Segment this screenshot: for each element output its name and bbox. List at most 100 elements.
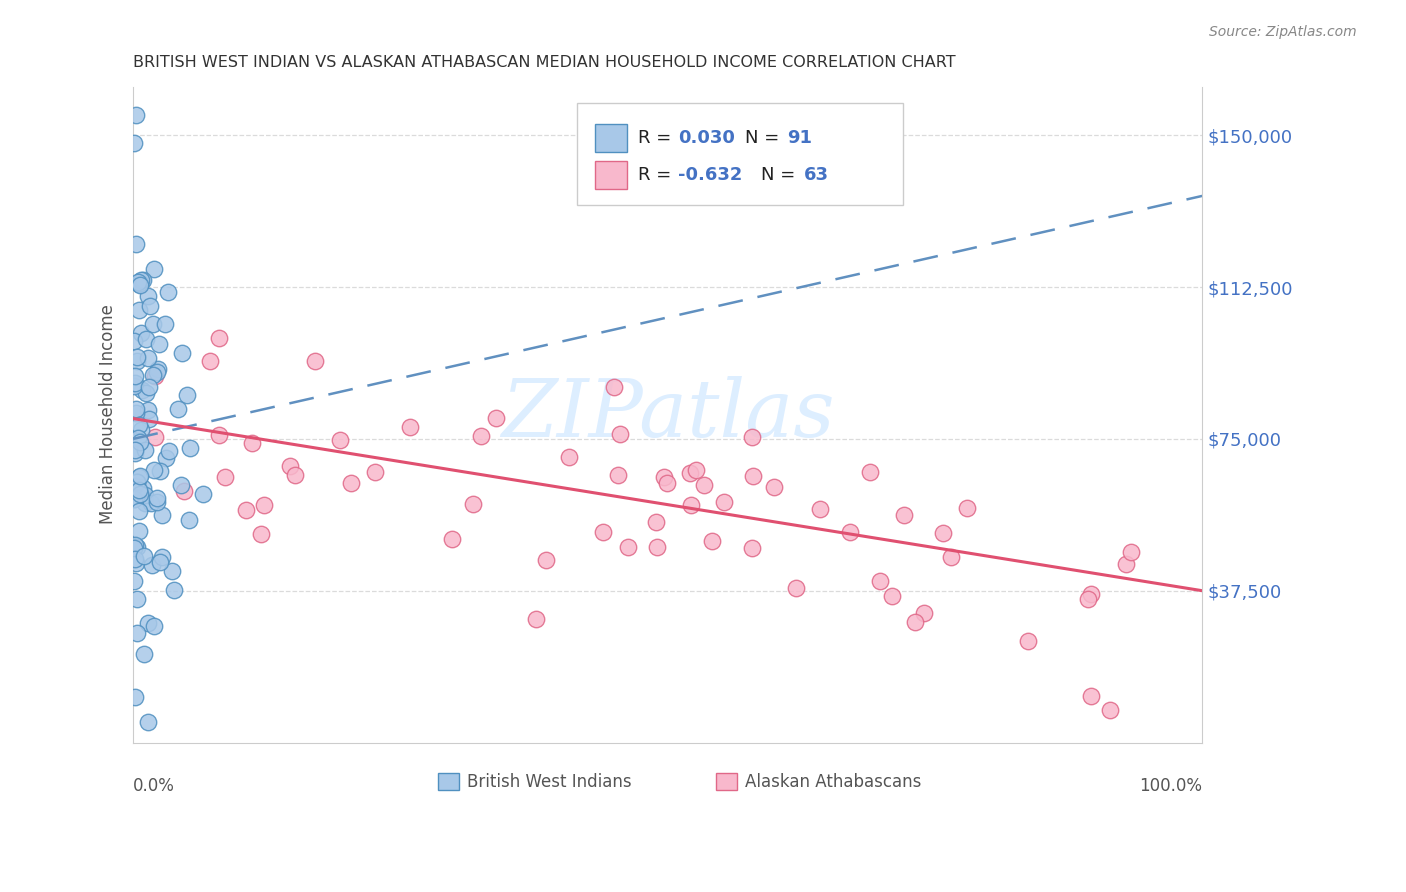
Point: [127, 625, 149, 640]
Text: Source: ZipAtlas.com: Source: ZipAtlas.com: [1209, 25, 1357, 39]
Point: [131, 273, 153, 287]
Point: [692, 477, 714, 491]
Point: [329, 433, 352, 447]
Point: [141, 558, 163, 573]
Text: 100.0%: 100.0%: [1139, 777, 1202, 795]
Point: [198, 354, 221, 368]
Point: [125, 592, 148, 607]
Point: [136, 402, 159, 417]
Point: [148, 337, 170, 351]
Point: [128, 417, 150, 432]
Point: [122, 379, 145, 393]
Point: [1080, 689, 1102, 703]
Point: [191, 487, 214, 501]
Point: [131, 383, 153, 397]
Point: [127, 275, 149, 289]
Point: [1080, 587, 1102, 601]
Point: [125, 475, 148, 490]
Text: 63: 63: [803, 166, 828, 184]
Point: [956, 500, 979, 515]
Point: [700, 533, 723, 548]
Point: [128, 504, 150, 518]
Point: [157, 285, 180, 300]
Point: [904, 615, 927, 629]
Point: [129, 434, 152, 449]
Text: ZIPatlas: ZIPatlas: [501, 376, 835, 453]
Point: [135, 332, 157, 346]
Point: [129, 487, 152, 501]
Point: [138, 299, 160, 313]
Point: [125, 406, 148, 420]
Point: [170, 346, 193, 360]
Point: [132, 549, 155, 563]
Point: [124, 376, 146, 391]
Point: [136, 715, 159, 730]
Point: [284, 467, 307, 482]
Point: [214, 469, 236, 483]
Text: R =: R =: [638, 166, 676, 184]
Point: [142, 317, 165, 331]
Point: [912, 606, 935, 620]
Point: [155, 317, 177, 331]
Point: [249, 526, 271, 541]
Point: [1115, 557, 1137, 571]
Point: [558, 450, 581, 464]
Point: [609, 426, 631, 441]
Point: [139, 496, 162, 510]
Point: [128, 524, 150, 538]
Point: [129, 326, 152, 340]
Point: [125, 353, 148, 368]
Text: -0.632: -0.632: [679, 166, 742, 184]
Point: [138, 412, 160, 426]
Point: [253, 498, 276, 512]
Point: [463, 497, 485, 511]
Point: [941, 549, 963, 564]
Text: 0.0%: 0.0%: [134, 777, 176, 795]
Point: [149, 464, 172, 478]
Point: [143, 429, 166, 443]
Point: [124, 136, 146, 150]
Point: [893, 508, 915, 523]
Point: [160, 564, 183, 578]
Point: [785, 581, 807, 595]
Point: [145, 369, 167, 384]
Point: [124, 491, 146, 506]
Point: [652, 469, 675, 483]
Point: [143, 463, 166, 477]
Point: [179, 441, 201, 455]
Point: [1077, 591, 1099, 606]
Point: [146, 365, 169, 379]
Text: BRITISH WEST INDIAN VS ALASKAN ATHABASCAN MEDIAN HOUSEHOLD INCOME CORRELATION CH: BRITISH WEST INDIAN VS ALASKAN ATHABASCA…: [134, 55, 956, 70]
Text: N =: N =: [761, 166, 801, 184]
Point: [882, 590, 904, 604]
Point: [129, 273, 152, 287]
Point: [142, 368, 165, 383]
Point: [129, 423, 152, 437]
Point: [484, 410, 506, 425]
Point: [128, 278, 150, 293]
Point: [603, 380, 626, 394]
Point: [679, 466, 702, 480]
Point: [679, 498, 702, 512]
Point: [124, 551, 146, 566]
Point: [685, 463, 707, 477]
Point: [124, 538, 146, 552]
Point: [127, 432, 149, 446]
Bar: [595, 124, 627, 152]
Point: [742, 468, 765, 483]
Point: [122, 479, 145, 493]
Point: [179, 513, 201, 527]
Point: [128, 276, 150, 290]
FancyBboxPatch shape: [576, 103, 903, 204]
Point: [208, 428, 231, 442]
Point: [135, 385, 157, 400]
Point: [125, 350, 148, 364]
Bar: [595, 161, 627, 189]
Point: [134, 488, 156, 502]
Point: [657, 476, 679, 491]
Point: [146, 495, 169, 509]
Point: [122, 541, 145, 556]
Point: [132, 482, 155, 496]
Text: N =: N =: [745, 128, 785, 147]
Point: [932, 526, 955, 541]
